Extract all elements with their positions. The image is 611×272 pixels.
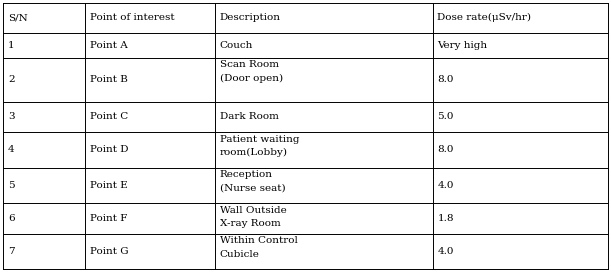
Text: Point C: Point C <box>90 113 128 122</box>
Text: Point E: Point E <box>90 181 127 190</box>
Text: Patient waiting
room(Lobby): Patient waiting room(Lobby) <box>220 135 299 157</box>
Text: Dark Room: Dark Room <box>220 113 279 122</box>
Text: S/N: S/N <box>8 13 27 22</box>
Text: Point F: Point F <box>90 214 127 223</box>
Text: Scan Room
(Door open): Scan Room (Door open) <box>220 60 283 83</box>
Text: 2: 2 <box>8 75 15 84</box>
Text: 8.0: 8.0 <box>437 146 454 154</box>
Text: 1: 1 <box>8 41 15 50</box>
Text: Couch: Couch <box>220 41 253 50</box>
Text: 1.8: 1.8 <box>437 214 454 223</box>
Text: Point D: Point D <box>90 146 128 154</box>
Text: Dose rate(μSv/hr): Dose rate(μSv/hr) <box>437 13 532 22</box>
Text: Point G: Point G <box>90 247 128 256</box>
Text: 5.0: 5.0 <box>437 113 454 122</box>
Text: 4.0: 4.0 <box>437 181 454 190</box>
Text: 8.0: 8.0 <box>437 75 454 84</box>
Text: Very high: Very high <box>437 41 488 50</box>
Text: 4: 4 <box>8 146 15 154</box>
Text: Reception
(Nurse seat): Reception (Nurse seat) <box>220 171 285 193</box>
Text: 6: 6 <box>8 214 15 223</box>
Text: Point B: Point B <box>90 75 128 84</box>
Text: Within Control
Cubicle: Within Control Cubicle <box>220 236 298 259</box>
Text: 3: 3 <box>8 113 15 122</box>
Text: Description: Description <box>220 13 280 22</box>
Text: Point A: Point A <box>90 41 127 50</box>
Text: 5: 5 <box>8 181 15 190</box>
Text: Point of interest: Point of interest <box>90 13 174 22</box>
Text: 4.0: 4.0 <box>437 247 454 256</box>
Text: Wall Outside
X-ray Room: Wall Outside X-ray Room <box>220 206 287 228</box>
Text: 7: 7 <box>8 247 15 256</box>
